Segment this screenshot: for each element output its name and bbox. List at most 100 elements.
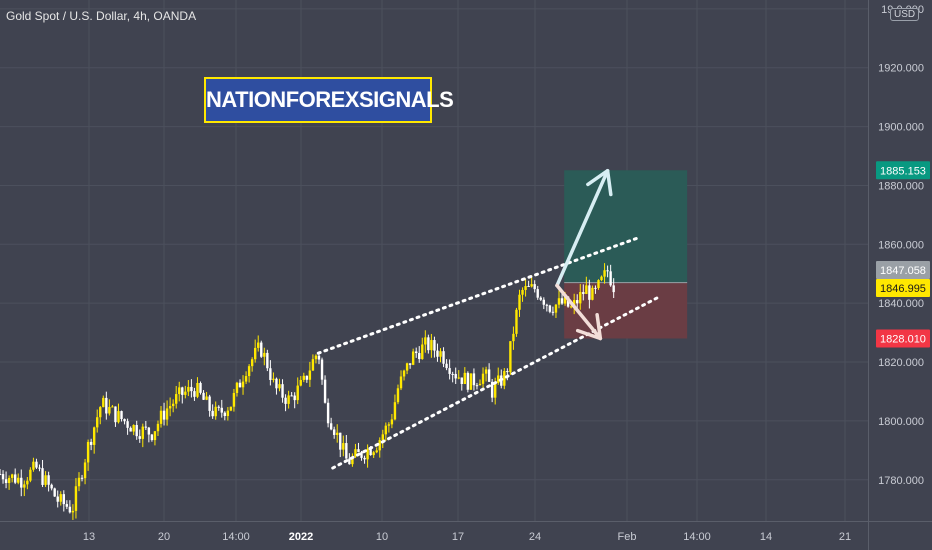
candle-body	[23, 484, 26, 488]
candle-body	[545, 304, 549, 306]
candle-body	[190, 386, 193, 392]
candle-body	[579, 292, 582, 304]
price-tick-label: 1920.000	[878, 63, 924, 75]
loss-zone	[564, 282, 688, 339]
candle-body	[503, 371, 506, 386]
candle-body	[250, 359, 254, 367]
candle-body	[290, 395, 293, 397]
candle-body	[77, 477, 81, 487]
candle-body	[247, 366, 251, 377]
candle-body	[263, 352, 266, 357]
candle-body	[311, 359, 315, 371]
candle-body	[138, 436, 141, 439]
candle-body	[156, 423, 160, 432]
candle-body	[539, 297, 542, 300]
candle-body	[1, 474, 5, 480]
candle-body	[418, 353, 421, 360]
candle-body	[4, 479, 8, 483]
candle-body	[168, 406, 172, 409]
candle-body	[557, 298, 561, 305]
time-tick-label: 20	[158, 531, 170, 543]
candle-body	[80, 477, 84, 479]
candle-body	[284, 397, 287, 404]
candle-body	[199, 382, 202, 393]
candle-body	[612, 285, 615, 293]
candle-body	[354, 449, 357, 457]
candle-body	[144, 426, 148, 428]
candle-body	[86, 441, 90, 463]
candle-body	[387, 424, 391, 426]
down-arrow[interactable]	[555, 283, 603, 341]
candle-body	[436, 350, 439, 357]
trend-line-lower[interactable]	[331, 295, 660, 470]
candle-body	[105, 397, 108, 414]
time-tick-label: 21	[839, 531, 851, 543]
price-tick-label: 1880.000	[878, 180, 924, 192]
candle-body	[603, 270, 606, 277]
candle-body	[165, 408, 169, 420]
price-tick-label: 1840.000	[878, 298, 924, 310]
candle-body	[326, 402, 330, 424]
candle-body	[454, 373, 457, 379]
candle-body	[393, 402, 397, 420]
watermark-banner: NATIONFOREXSIGNALS	[204, 77, 454, 123]
entry-price-badge	[876, 279, 930, 297]
candle-body	[563, 296, 567, 304]
candle-body	[484, 369, 488, 374]
candle-body	[214, 406, 217, 417]
candle-body	[83, 462, 87, 479]
candle-body	[53, 488, 56, 497]
trend-line-upper[interactable]	[316, 236, 639, 355]
candle-body	[530, 284, 533, 287]
candle-body	[117, 411, 120, 423]
candle-body	[175, 394, 178, 404]
candle-body	[120, 411, 123, 420]
candle-body	[241, 381, 245, 388]
candle-body	[299, 379, 302, 386]
candle-body	[399, 376, 403, 389]
candle-body	[390, 419, 394, 425]
candle-body	[89, 441, 93, 445]
candle-body	[62, 494, 65, 505]
candle-body	[44, 475, 47, 485]
candle-body	[360, 452, 363, 458]
candle-body	[0, 473, 2, 475]
candle-body	[68, 506, 72, 513]
candle-body	[126, 421, 129, 428]
candle-body	[244, 376, 248, 382]
candle-body	[445, 363, 448, 369]
price-tick-label: 1780.000	[878, 475, 924, 487]
candle-body	[56, 496, 59, 502]
candle-body	[275, 378, 278, 389]
candle-body	[229, 406, 233, 411]
time-tick-label: Feb	[618, 531, 637, 543]
entry-price-label: 1846.995	[880, 283, 926, 295]
up-arrow[interactable]	[555, 168, 613, 288]
candle-body	[108, 407, 111, 414]
candle-body	[521, 289, 524, 295]
current-price-label: 1847.058	[880, 265, 926, 277]
candle-body	[293, 395, 296, 401]
candle-body	[260, 342, 263, 357]
candle-body	[518, 294, 521, 310]
candle-body	[202, 392, 205, 400]
candle-body	[424, 337, 427, 345]
candle-body	[235, 382, 239, 393]
candle-body	[269, 368, 272, 380]
candle-body	[135, 425, 138, 437]
candle-body	[332, 429, 336, 435]
candle-body	[345, 443, 348, 459]
candle-body	[314, 355, 318, 360]
time-tick-label: 10	[376, 531, 388, 543]
candle-body	[609, 271, 612, 286]
time-tick-label: 14:00	[683, 531, 711, 543]
candle-body	[65, 504, 69, 507]
candle-body	[114, 406, 117, 423]
candle-body	[509, 341, 512, 373]
candle-body	[469, 373, 473, 390]
candle-body	[542, 299, 546, 305]
price-tick-label: 1820.000	[878, 357, 924, 369]
currency-badge[interactable]: USD	[890, 8, 920, 21]
